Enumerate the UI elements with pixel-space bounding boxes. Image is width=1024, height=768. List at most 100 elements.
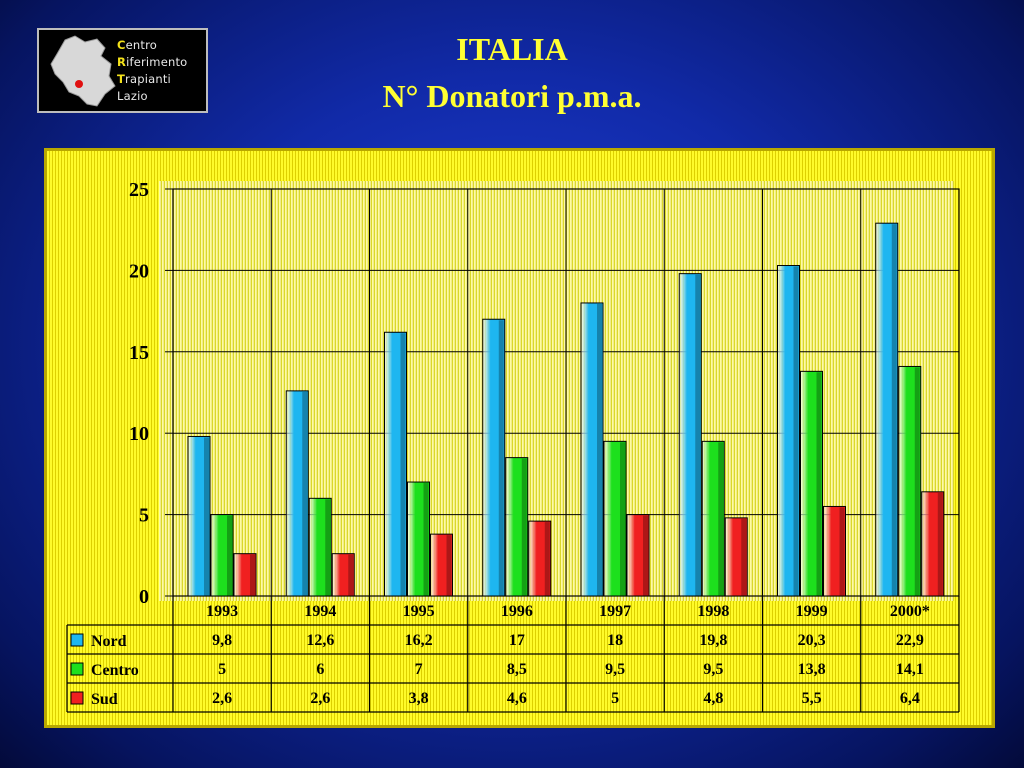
table-cell: 5 [218,661,226,678]
table-cell: 4,6 [507,690,527,707]
bar-shade [521,458,527,596]
table-cell: 16,2 [405,632,433,649]
bar-shade [597,303,602,596]
bar-shade [544,522,550,596]
table-cell: 6 [316,661,324,678]
bar-shade [498,320,504,596]
table-cell: 5,5 [802,690,822,707]
table-cell: 20,3 [798,632,826,649]
table-cell: 9,5 [605,661,625,678]
table-header-cell: 1993 [206,603,238,620]
table-header-cell: 1998 [697,603,729,620]
bar-centro-1995 [407,481,430,597]
bar-shade [348,554,354,596]
bar-centro-1998 [701,440,725,597]
table-header-cell: 2000* [890,603,930,620]
legend-label-sud: Sud [91,691,118,708]
bar-sud-1999 [823,505,846,597]
bar-shade [891,224,897,597]
bar-shade [423,483,429,596]
bar-shade [816,372,822,596]
bar-shade [620,442,625,596]
bar-nord-1993 [187,435,211,597]
bar-sud-1996 [528,520,552,597]
bar-shade [914,367,920,596]
bar-sud-1998 [724,517,748,597]
bar-centro-2000* [898,365,922,597]
table-cell: 2,6 [212,690,232,707]
bar-shade [718,442,724,596]
table-cell: 18 [607,632,623,649]
table-header-cell: 1999 [796,603,828,620]
bar-shade [741,518,747,596]
y-tick-label: 25 [129,179,149,201]
table-header-cell: 1996 [501,603,533,620]
bar-sud-1995 [430,533,453,597]
bar-centro-1994 [308,497,332,597]
table-cell: 9,8 [212,632,232,649]
table-cell: 7 [415,661,423,678]
logo: Centro Riferimento Trapianti Lazio [37,28,208,113]
bar-shade [643,515,648,596]
bar-sud-2000* [921,491,945,597]
legend-swatch-nord [70,633,84,647]
bar-shade [839,507,845,596]
bar-nord-1998 [678,273,702,597]
bar-centro-1997 [603,440,627,597]
table-cell: 8,5 [507,661,527,678]
bar-nord-1999 [777,265,800,597]
table-cell: 5 [611,690,619,707]
bar-centro-1993 [210,514,234,597]
bar-shade [204,437,209,596]
bar-shade [227,515,232,596]
legend-swatch-sud [70,691,84,705]
y-tick-label: 10 [129,423,149,445]
bar-nord-2000* [875,222,899,597]
table-cell: 17 [509,632,525,649]
bar-shade [250,554,255,596]
chart: 0 5 10 15 20 25 1993 1994 1995 1996 1997 1998 1999 2… [66,179,960,713]
title-line-1: ITALIA [456,31,568,67]
logo-text: Centro Riferimento Trapianti Lazio [117,37,187,105]
bar-nord-1997 [580,302,604,597]
table-cell: 13,8 [798,661,826,678]
table-cell: 19,8 [699,632,727,649]
legend-label-centro: Centro [91,662,139,679]
logo-line: Riferimento [117,55,188,69]
y-tick-label: 5 [139,505,149,527]
bar-nord-1994 [285,390,309,597]
legend-swatch-centro [70,662,84,676]
y-tick-label: 0 [139,586,149,608]
table-cell: 12,6 [306,632,334,649]
bar-shade [302,391,308,596]
data-table: 1993 1994 1995 1996 1997 1998 1999 2000* Nord 9,8… [66,596,960,713]
bar-shade [325,499,331,596]
bar-nord-1996 [482,318,506,597]
table-header-cell: 1997 [599,603,631,620]
bar-sud-1994 [331,553,355,597]
title-line-2: N° Donatori p.m.a. [382,78,642,114]
bar-shade [695,274,701,596]
bar-centro-1996 [505,457,529,597]
bar-nord-1995 [384,331,407,597]
table-cell: 14,1 [896,661,924,678]
table-cell: 9,5 [703,661,723,678]
bar-shade [400,333,406,596]
table-cell: 6,4 [900,690,920,707]
logo-line: Lazio [117,89,148,103]
logo-line: Trapianti [117,72,171,86]
bars [187,222,945,597]
table-header-cell: 1994 [304,603,336,620]
y-tick-label: 20 [129,260,149,282]
table-cell: 3,8 [409,690,429,707]
y-tick-label: 15 [129,342,149,364]
lazio-map-icon [50,35,116,107]
table-cell: 2,6 [310,690,330,707]
table-header-cell: 1995 [403,603,435,620]
bar-shade [446,535,452,596]
y-axis: 0 5 10 15 20 25 [129,179,149,608]
bar-shade [937,492,943,596]
chart-panel: 0 5 10 15 20 25 1993 1994 1995 1996 1997 1998 1999 2… [44,148,995,728]
bar-centro-1999 [800,370,823,597]
table-cell: 4,8 [703,690,723,707]
